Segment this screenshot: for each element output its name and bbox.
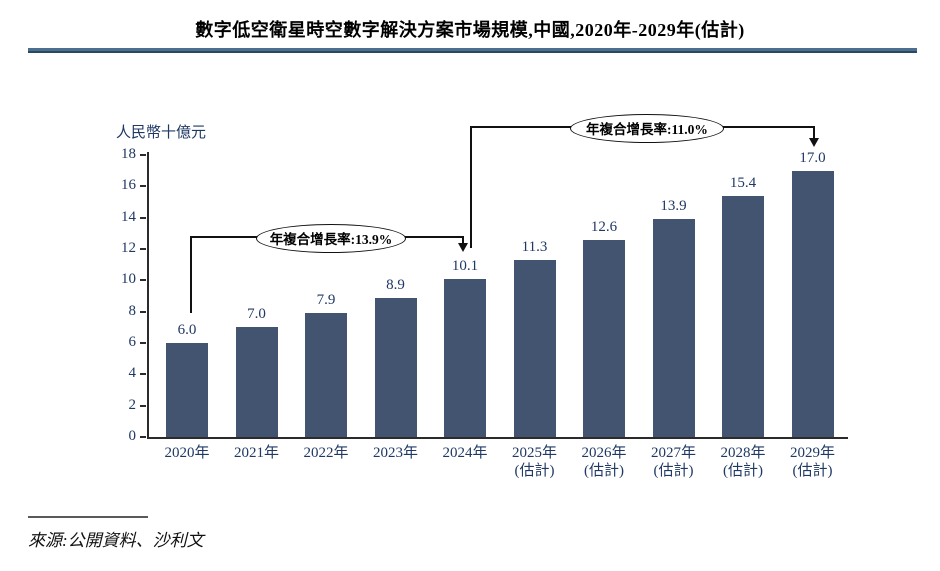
y-axis-tick-label: 12 <box>121 240 136 256</box>
bar <box>513 259 556 437</box>
bar-value-label: 7.9 <box>316 292 336 309</box>
bar-value-label: 11.3 <box>521 238 548 255</box>
y-axis-tick-label: 8 <box>128 302 137 319</box>
x-axis-label: 2027年 (估計) <box>634 444 714 480</box>
y-axis-tick-label: 16 <box>121 177 136 194</box>
x-axis-label-line: 2024年 <box>442 445 488 461</box>
y-axis-tick <box>140 154 146 156</box>
x-axis-label-line: (估計) <box>792 463 833 479</box>
x-axis-label: 2020年 <box>147 444 227 462</box>
bar-value-label: 6.0 <box>177 322 197 338</box>
y-axis-tick-label: 0 <box>128 428 137 444</box>
x-axis-label-line: 2020年 <box>164 445 210 461</box>
x-axis-label-line: 2029年 <box>789 445 835 461</box>
cagr-bracket-right-line <box>813 126 815 138</box>
y-axis-tick-label: 2 <box>128 396 137 413</box>
x-axis-line <box>147 437 848 439</box>
bar <box>166 343 208 437</box>
y-axis-tick-label: 10 <box>121 271 136 288</box>
x-axis-label-line: (估計) <box>514 463 555 479</box>
bar <box>235 327 278 437</box>
x-axis-label-line: 2022年 <box>303 445 349 461</box>
x-axis-label-line: (估計) <box>584 463 624 479</box>
cagr-bracket-left-line <box>190 236 192 313</box>
x-axis-label-line: 2025年 <box>511 445 557 461</box>
bar-value-label: 13.9 <box>660 198 687 215</box>
y-axis-tick-label: 18 <box>121 146 136 162</box>
bar <box>791 170 834 437</box>
x-axis-label: 2021年 <box>217 444 297 462</box>
cagr-bracket-right-line <box>462 236 464 243</box>
y-axis-tick <box>140 404 146 407</box>
x-axis-label-line: (估計) <box>653 463 694 479</box>
y-axis-tick-label: 4 <box>128 365 137 382</box>
bar-value-label: 8.9 <box>386 276 405 293</box>
x-axis-label: 2029年 (估計) <box>773 444 853 480</box>
cagr-ellipse-label: 年複合增長率:13.9% <box>256 223 406 253</box>
bar <box>722 195 764 437</box>
y-axis-tick <box>140 373 146 376</box>
y-axis-tick-label: 14 <box>121 208 136 225</box>
source-divider <box>28 516 148 518</box>
y-axis-unit-label: 人民幣十億元 <box>116 125 207 141</box>
title-divider <box>28 48 917 53</box>
x-axis-label: 2028年 (估計) <box>703 444 783 480</box>
y-axis-tick-label: 6 <box>128 334 137 350</box>
x-axis-label-line: (估計) <box>723 463 763 479</box>
bar <box>444 278 486 437</box>
y-axis-tick <box>140 279 146 282</box>
y-axis-tick <box>140 185 146 188</box>
chart-title: 數字低空衛星時空數字解決方案市場規模,中國,2020年-2029年(估計) <box>195 20 745 40</box>
source-text: 來源:公開資料、沙利文 <box>28 531 204 550</box>
x-axis-label: 2025年 (估計) <box>495 444 575 480</box>
cagr-bracket-left-line <box>470 126 472 248</box>
bar <box>374 297 417 437</box>
x-axis-label-line: 2027年 <box>650 445 696 461</box>
y-axis-tick <box>140 436 146 438</box>
bar <box>583 239 625 437</box>
y-axis-tick <box>140 216 146 219</box>
x-axis-label-line: 2028年 <box>720 445 766 461</box>
y-axis-tick <box>140 248 146 250</box>
bar <box>652 219 695 437</box>
cagr-ellipse-label: 年複合增長率:11.0% <box>570 113 724 143</box>
y-axis-tick <box>140 342 146 344</box>
x-axis-label: 2026年 (估計) <box>564 444 644 480</box>
bar-value-label: 10.1 <box>451 257 479 274</box>
bar-value-label: 17.0 <box>799 149 826 166</box>
y-axis-tick <box>140 310 146 313</box>
bar-value-label: 15.4 <box>729 174 757 191</box>
bar-value-label: 7.0 <box>247 306 266 323</box>
down-arrow-icon <box>458 243 468 252</box>
bar-value-label: 12.6 <box>590 218 618 235</box>
x-axis-label: 2023年 <box>356 444 436 462</box>
bar <box>305 313 347 437</box>
x-axis-label: 2024年 <box>425 444 505 462</box>
x-axis-label: 2022年 <box>286 444 366 462</box>
x-axis-label-line: 2023年 <box>372 445 418 461</box>
y-axis-line <box>147 152 149 439</box>
down-arrow-icon <box>809 138 819 147</box>
x-axis-label-line: 2021年 <box>233 445 279 461</box>
x-axis-label-line: 2026年 <box>581 445 627 461</box>
